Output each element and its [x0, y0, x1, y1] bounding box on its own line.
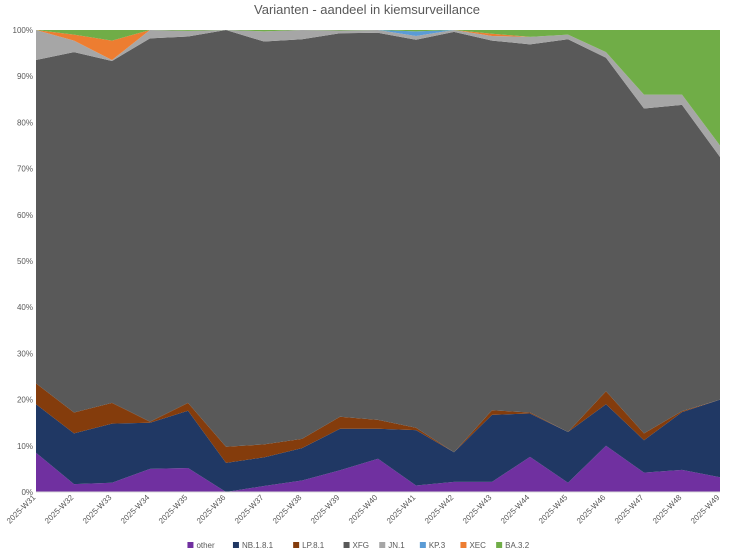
- legend-label: JN.1: [388, 541, 405, 550]
- y-tick-label: 10%: [17, 442, 33, 451]
- legend-swatch: [187, 542, 194, 548]
- x-tick-label: 2025-W32: [43, 493, 76, 526]
- legend-swatch: [419, 542, 426, 548]
- legend: other NB.1.8.1 LP.8.1 XFG JN.1 KP.3 XEC BA.3.2: [187, 541, 530, 550]
- x-tick-label: 2025-W33: [81, 493, 114, 526]
- x-tick-label: 2025-W44: [499, 493, 532, 526]
- legend-label: KP.3: [429, 541, 446, 550]
- x-tick-label: 2025-W41: [385, 493, 418, 526]
- legend-item-jn-1: JN.1: [379, 541, 405, 550]
- legend-label: XEC: [469, 541, 486, 550]
- legend-swatch: [343, 542, 350, 548]
- y-tick-label: 90%: [17, 72, 33, 81]
- y-tick-label: 40%: [17, 303, 33, 312]
- legend-item-xfg: XFG: [343, 541, 369, 550]
- legend-swatch: [293, 542, 300, 548]
- x-tick-label: 2025-W34: [119, 493, 152, 526]
- x-tick-label: 2025-W35: [157, 493, 190, 526]
- y-tick-label: 30%: [17, 349, 33, 358]
- x-tick-label: 2025-W31: [5, 493, 38, 526]
- y-tick-label: 80%: [17, 118, 33, 127]
- legend-label: BA.3.2: [505, 541, 530, 550]
- y-axis: 0% 10% 20% 30% 40% 50% 60% 70% 80% 90% 100%: [13, 26, 33, 497]
- area-series-lp-8-1: [36, 383, 720, 463]
- legend-swatch: [496, 542, 503, 548]
- legend-item-xec: XEC: [460, 541, 486, 550]
- legend-label: other: [196, 541, 215, 550]
- legend-swatch: [379, 542, 386, 548]
- legend-item-other: other: [187, 541, 215, 550]
- x-tick-label: 2025-W42: [423, 493, 456, 526]
- y-tick-label: 100%: [13, 26, 33, 35]
- area-series-ba-3-2: [36, 30, 720, 146]
- x-tick-label: 2025-W49: [689, 493, 722, 526]
- x-tick-label: 2025-W37: [233, 493, 266, 526]
- chart-title: Varianten - aandeel in kiemsurveillance: [254, 2, 480, 17]
- plot-areas: [36, 30, 720, 492]
- x-axis: 2025-W31 2025-W32 2025-W33 2025-W34 2025-W35…: [5, 491, 722, 526]
- y-tick-label: 60%: [17, 211, 33, 220]
- area-series-other: [36, 445, 720, 492]
- x-tick-label: 2025-W47: [613, 493, 646, 526]
- x-tick-label: 2025-W40: [347, 493, 380, 526]
- legend-swatch: [232, 542, 239, 548]
- x-tick-label: 2025-W45: [537, 493, 570, 526]
- area-series-xec: [36, 30, 720, 146]
- y-tick-label: 20%: [17, 396, 33, 405]
- x-tick-label: 2025-W43: [461, 493, 494, 526]
- legend-swatch: [460, 542, 467, 548]
- y-tick-label: 50%: [17, 257, 33, 266]
- x-tick-label: 2025-W48: [651, 493, 684, 526]
- x-tick-label: 2025-W36: [195, 493, 228, 526]
- legend-item-lp-8-1: LP.8.1: [293, 541, 325, 550]
- legend-item-kp-3: KP.3: [419, 541, 446, 550]
- area-series-nb-1-8-1: [36, 399, 720, 492]
- x-tick-label: 2025-W46: [575, 493, 608, 526]
- area-series-xfg: [36, 30, 720, 453]
- legend-item-nb-1-8-1: NB.1.8.1: [232, 541, 274, 550]
- y-tick-label: 70%: [17, 165, 33, 174]
- x-tick-label: 2025-W38: [271, 493, 304, 526]
- y-tick-label: 0%: [21, 488, 33, 497]
- x-tick-label: 2025-W39: [309, 493, 342, 526]
- legend-item-ba-3-2: BA.3.2: [496, 541, 530, 550]
- legend-label: NB.1.8.1: [242, 541, 274, 550]
- legend-label: LP.8.1: [302, 541, 325, 550]
- legend-label: XFG: [353, 541, 369, 550]
